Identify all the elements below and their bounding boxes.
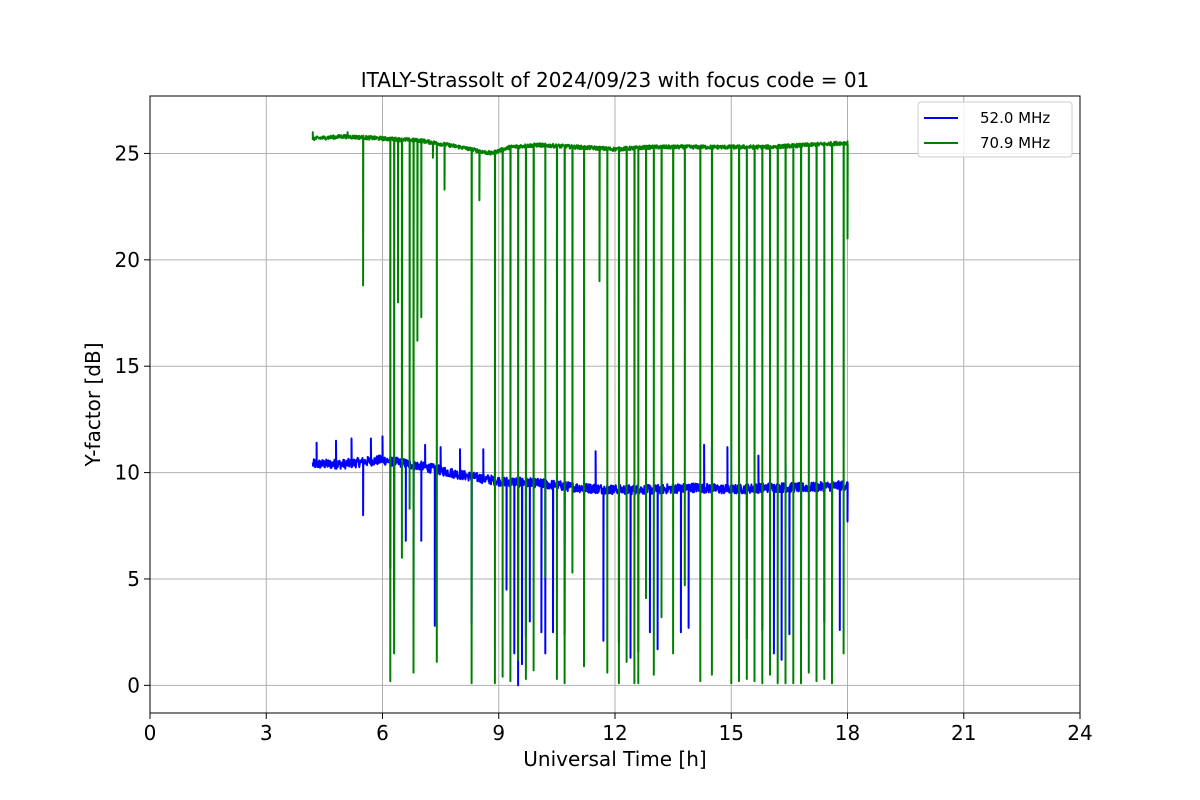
- x-tick-label: 3: [260, 721, 273, 745]
- series-line-1: [311, 131, 849, 685]
- grid-lines: [149, 96, 1081, 713]
- series-layer: [311, 131, 849, 687]
- y-tick-label: 20: [115, 248, 140, 272]
- x-tick-label: 21: [951, 721, 976, 745]
- y-tick-label: 25: [115, 141, 140, 165]
- legend-label-70mhz: 70.9 MHz: [980, 134, 1050, 152]
- series-line-0: [311, 435, 849, 687]
- y-tick-label: 5: [127, 567, 140, 591]
- x-tick-label: 6: [376, 721, 389, 745]
- x-tick-label: 12: [602, 721, 627, 745]
- axis-ticks: 0 3 6 9 12 15 18 21 24 0 5 10 15 20 25: [115, 141, 1093, 745]
- x-tick-label: 0: [144, 721, 157, 745]
- x-tick-label: 24: [1067, 721, 1092, 745]
- x-tick-label: 9: [492, 721, 505, 745]
- legend-label-52mhz: 52.0 MHz: [980, 109, 1050, 127]
- y-axis-label: Y-factor [dB]: [81, 342, 105, 467]
- x-tick-label: 18: [835, 721, 860, 745]
- x-tick-label: 15: [719, 721, 744, 745]
- legend: 52.0 MHz 70.9 MHz: [917, 101, 1073, 158]
- y-tick-label: 0: [127, 673, 140, 697]
- x-axis-label: Universal Time [h]: [523, 747, 706, 771]
- y-tick-label: 15: [115, 354, 140, 378]
- chart-title: ITALY-Strassolt of 2024/09/23 with focus…: [361, 68, 870, 92]
- y-tick-label: 10: [115, 461, 140, 485]
